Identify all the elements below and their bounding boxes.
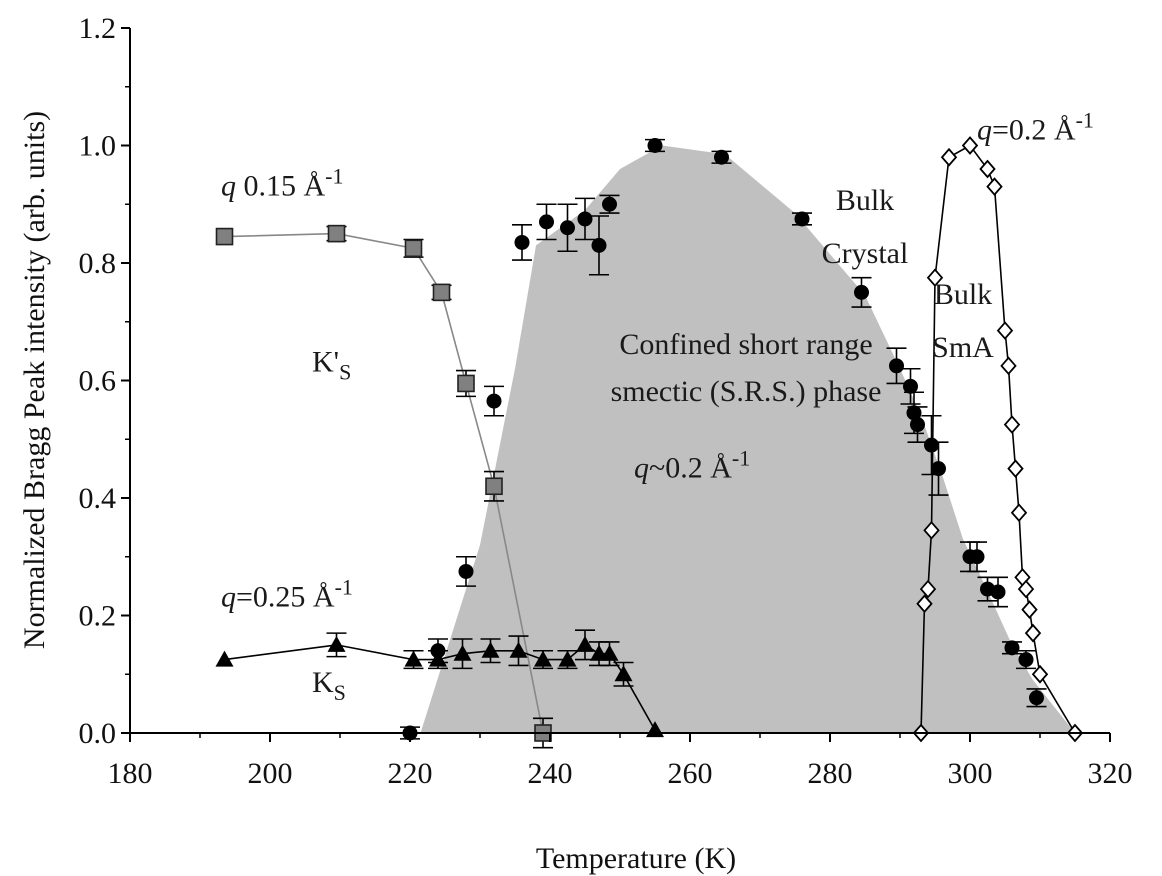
label-confined-short-range: Confined short range: [619, 328, 872, 361]
label-k-prime-s: K'S: [312, 346, 351, 385]
srs-phase-region: [420, 145, 1075, 733]
circle-point: [910, 417, 925, 433]
diamond-point: [1024, 623, 1042, 643]
label-bulk-sma-line2: SmA: [932, 331, 994, 364]
circle-point: [458, 563, 474, 579]
diamond-point: [1007, 459, 1024, 478]
diamond-point: [916, 594, 933, 614]
triangle-point: [576, 635, 594, 652]
diamond-point: [926, 268, 944, 288]
triangle-point: [534, 650, 552, 667]
circle-point: [1018, 652, 1034, 668]
circle-point: [903, 378, 918, 394]
label-q-0-25: q=0.25 Å-1: [221, 575, 353, 614]
square-point: [215, 227, 234, 246]
x-tick-label: 180: [108, 757, 153, 790]
circle-point: [647, 138, 663, 153]
label-q-0-2-sma: q=0.2 Å-1: [977, 108, 1094, 147]
diamond-point: [1010, 503, 1028, 523]
diamond-point: [923, 520, 940, 540]
triangle-point: [404, 650, 423, 667]
annotations: q 0.15 Å-1 K'S q=0.25 Å-1 KS Confined short …: [221, 108, 1094, 705]
axes: [121, 27, 1111, 742]
tick-labels: 180 200 220 240 260 280 300 320 0.0 0.2 0.4 0.6 0.8 1…: [79, 12, 1133, 790]
circle-point: [714, 149, 729, 165]
triangle-point: [614, 665, 633, 682]
square-point: [485, 477, 503, 496]
circle-point: [854, 284, 869, 300]
diamond-point: [979, 159, 996, 179]
circle-point: [1029, 690, 1044, 706]
circle-point: [539, 214, 554, 230]
circle-point: [577, 211, 593, 227]
triangle-point: [453, 644, 472, 661]
circle-point: [794, 211, 810, 227]
plot-area: [215, 136, 1084, 749]
diamond-point: [1031, 664, 1049, 684]
diamond-point: [1000, 356, 1017, 376]
x-tick-label: 280: [808, 757, 853, 790]
circle-point: [1004, 640, 1020, 656]
triangle-point: [327, 635, 346, 652]
diamond-point: [1003, 415, 1021, 434]
x-axis-title: Temperature (K): [536, 842, 736, 875]
diamond-point: [996, 321, 1014, 340]
y-tick-label: 0.8: [79, 247, 117, 280]
x-tick-label: 300: [948, 757, 993, 790]
diamond-point: [919, 579, 937, 599]
y-axis-title: Normalized Bragg Peak intensity (arb. un…: [18, 111, 51, 649]
circle-point: [430, 643, 446, 659]
circle-point: [931, 461, 946, 477]
label-bulk-crystal-line1: Bulk: [836, 184, 894, 217]
circle-point: [602, 196, 617, 212]
square-point: [457, 374, 475, 393]
circle-point: [969, 549, 985, 565]
diamond-point: [940, 147, 958, 167]
x-tick-label: 240: [528, 757, 573, 790]
circle-point: [560, 220, 575, 236]
triangle-point: [600, 644, 619, 661]
x-tick-label: 200: [248, 757, 293, 790]
y-tick-label: 0.0: [79, 717, 117, 750]
circle-point: [924, 437, 939, 453]
y-tick-label: 0.2: [79, 600, 117, 633]
triangle-point: [215, 650, 234, 667]
diamond-point: [1017, 579, 1035, 599]
triangle-point: [558, 650, 577, 667]
label-q-0-2-srs: q~0.2 Å-1: [634, 445, 750, 484]
y-tick-label: 1.0: [79, 130, 117, 163]
label-bulk-sma-line1: Bulk: [934, 278, 992, 311]
label-bulk-crystal-line2: Crystal: [822, 237, 909, 270]
x-tick-label: 260: [668, 757, 713, 790]
square-point: [404, 239, 423, 258]
y-tick-label: 1.2: [79, 12, 117, 45]
circle-point: [591, 237, 607, 253]
triangle-point: [509, 641, 528, 658]
triangle-point: [481, 641, 500, 658]
diamond-point: [986, 177, 1003, 196]
diamond-point: [1021, 600, 1038, 619]
circle-point: [486, 393, 502, 409]
x-tick-label: 320: [1088, 757, 1133, 790]
circle-point: [889, 358, 904, 374]
square-point: [432, 283, 451, 302]
circle-point: [514, 234, 530, 250]
square-point: [327, 224, 346, 243]
y-tick-label: 0.6: [79, 365, 117, 398]
circle-point: [990, 584, 1006, 600]
diamond-point: [961, 136, 979, 155]
label-q-0-15: q 0.15 Å-1: [221, 163, 344, 202]
y-tick-label: 0.4: [79, 482, 117, 515]
x-tick-label: 220: [388, 757, 433, 790]
label-smectic-phase: smectic (S.R.S.) phase: [611, 375, 882, 408]
label-k-s: KS: [312, 666, 346, 705]
